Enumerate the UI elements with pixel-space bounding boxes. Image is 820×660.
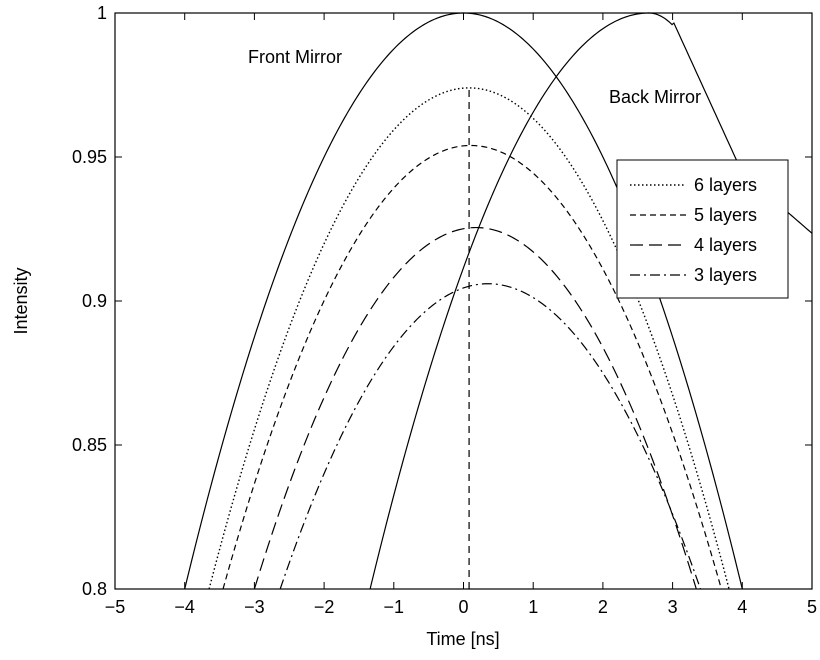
back-mirror-label: Back Mirror — [609, 87, 701, 107]
series-4-layers — [253, 226, 697, 590]
y-tick-label: 0.95 — [72, 147, 107, 167]
y-tick-label: 0.85 — [72, 435, 107, 455]
x-tick-label: 0 — [458, 597, 468, 617]
legend-label-4-layers: 4 layers — [694, 235, 757, 255]
y-tick-label: 1 — [97, 3, 107, 23]
legend-label-6-layers: 6 layers — [694, 175, 757, 195]
series-5-layers — [222, 144, 722, 590]
plot-frame — [114, 12, 813, 590]
y-axis-label: Intensity — [11, 267, 31, 334]
x-axis-label: Time [ns] — [426, 629, 499, 649]
front-mirror-label: Front Mirror — [248, 47, 342, 67]
axis-tick-labels: −5 −4 −3 −2 −1 0 1 2 3 4 5 0.8 0.85 0.9 0.95 1 — [72, 3, 817, 617]
legend-label-3-layers: 3 layers — [694, 265, 757, 285]
x-tick-label: −4 — [174, 597, 195, 617]
x-tick-label: −5 — [105, 597, 126, 617]
series-back-mirror — [369, 12, 813, 590]
x-tick-label: 5 — [807, 597, 817, 617]
x-tick-label: 4 — [737, 597, 747, 617]
x-tick-label: 1 — [528, 597, 538, 617]
series-3-layers — [279, 283, 702, 590]
y-tick-label: 0.8 — [82, 579, 107, 599]
x-tick-label: −3 — [244, 597, 265, 617]
curves — [184, 12, 813, 590]
x-tick-label: 3 — [668, 597, 678, 617]
x-tick-label: −2 — [314, 597, 335, 617]
legend: 6 layers 5 layers 4 layers 3 layers — [616, 159, 789, 299]
y-tick-label: 0.9 — [82, 291, 107, 311]
axis-ticks — [114, 12, 813, 590]
legend-label-5-layers: 5 layers — [694, 205, 757, 225]
x-tick-label: 2 — [598, 597, 608, 617]
x-tick-label: −1 — [384, 597, 405, 617]
